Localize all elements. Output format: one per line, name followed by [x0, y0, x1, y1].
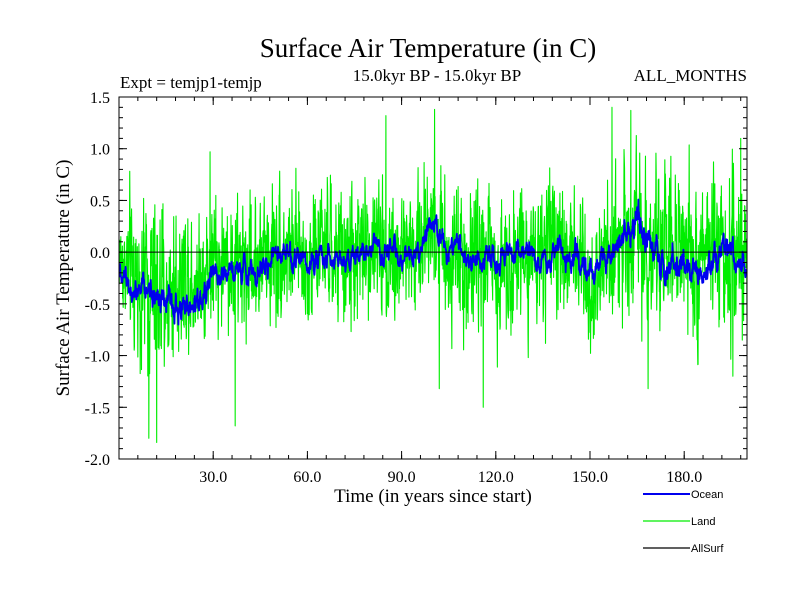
- y-tick-label: -1.5: [85, 400, 110, 417]
- tick-layer: -2.0 -1.5 -1.0 -0.5 0.0 0.5 1.0 1.5 30.0 60.0 90.0…: [85, 90, 747, 486]
- legend: Ocean Land AllSurf: [643, 489, 724, 555]
- y-axis-label: Surface Air Temperature (in C): [53, 160, 74, 397]
- y-tick-label: 0.0: [90, 245, 110, 262]
- legend-label-ocean: Ocean: [691, 489, 723, 501]
- chart-title: Surface Air Temperature (in C): [260, 33, 597, 63]
- legend-label-land: Land: [691, 516, 715, 528]
- series-line-land: [119, 106, 747, 443]
- y-tick-label: 0.5: [90, 193, 110, 210]
- legend-label-allsurf: AllSurf: [691, 543, 724, 555]
- series-layer: [119, 106, 747, 443]
- x-tick-label: 180.0: [666, 469, 702, 486]
- period-label: 15.0kyr BP - 15.0kyr BP: [353, 66, 521, 85]
- x-tick-label: 60.0: [293, 469, 321, 486]
- expt-label: Expt = temjp1-temjp: [120, 73, 262, 92]
- y-tick-label: 1.0: [90, 142, 110, 159]
- y-tick-label: -1.0: [85, 349, 110, 366]
- months-label: ALL_MONTHS: [634, 66, 747, 85]
- x-tick-label: 120.0: [478, 469, 514, 486]
- series-line-ocean: [119, 198, 747, 326]
- y-tick-label: -2.0: [85, 452, 110, 469]
- x-axis-label: Time (in years since start): [334, 486, 532, 507]
- x-tick-label: 30.0: [199, 469, 227, 486]
- x-tick-label: 90.0: [388, 469, 416, 486]
- x-tick-label: 150.0: [572, 469, 608, 486]
- y-tick-label: 1.5: [90, 90, 110, 107]
- y-tick-label: -0.5: [85, 297, 110, 314]
- plot-frame: [118, 96, 748, 460]
